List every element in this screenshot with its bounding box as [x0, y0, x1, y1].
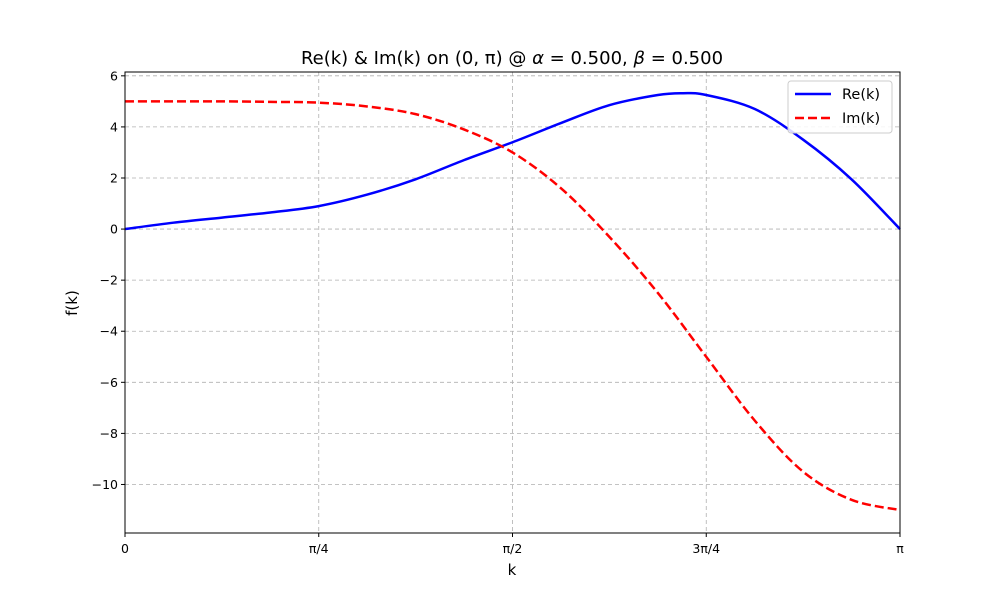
y-tick-label: 0 — [110, 222, 118, 237]
y-tick-label: −2 — [100, 273, 118, 288]
y-axis-label: f(k) — [63, 290, 81, 316]
title-alpha-value: 0.500 — [570, 48, 622, 69]
legend-label-re: Re(k) — [842, 87, 880, 103]
series-line-im — [125, 100, 901, 512]
x-axis-ticks: 0 π/4 π/2 3π/4 π — [121, 533, 904, 556]
x-tick-label: π — [896, 541, 904, 556]
series-line-re — [124, 91, 901, 231]
x-axis-label: k — [508, 561, 517, 579]
title-alpha-equals: = — [544, 48, 571, 69]
y-axis-ticks: 6 4 2 0 −2 −4 −6 −8 −10 — [92, 68, 125, 492]
legend-label-im: Im(k) — [842, 111, 880, 127]
title-separator: , — [622, 48, 633, 69]
y-tick-label: −10 — [92, 477, 118, 492]
y-tick-label: 4 — [110, 119, 118, 134]
y-tick-label: −4 — [100, 324, 118, 339]
grid — [124, 72, 901, 533]
y-tick-label: −6 — [100, 375, 118, 390]
title-prefix: Re(k) & Im(k) on (0, π) @ — [301, 48, 532, 69]
title-alpha-symbol: α — [532, 48, 544, 69]
x-tick-label: 3π/4 — [692, 541, 720, 556]
title-beta-symbol: β — [632, 48, 645, 69]
y-tick-label: 2 — [110, 170, 118, 185]
y-tick-label: 6 — [110, 68, 118, 83]
x-tick-label: π/2 — [503, 541, 523, 556]
chart-title: Re(k) & Im(k) on (0, π) @ α = 0.500, β =… — [301, 48, 723, 69]
plot-series — [124, 91, 901, 512]
y-tick-label: −8 — [100, 426, 118, 441]
legend: Re(k) Im(k) — [787, 80, 893, 134]
title-beta-value: 0.500 — [672, 48, 724, 69]
title-beta-equals: = — [645, 48, 672, 69]
x-tick-label: 0 — [121, 541, 129, 556]
x-tick-label: π/4 — [309, 541, 329, 556]
